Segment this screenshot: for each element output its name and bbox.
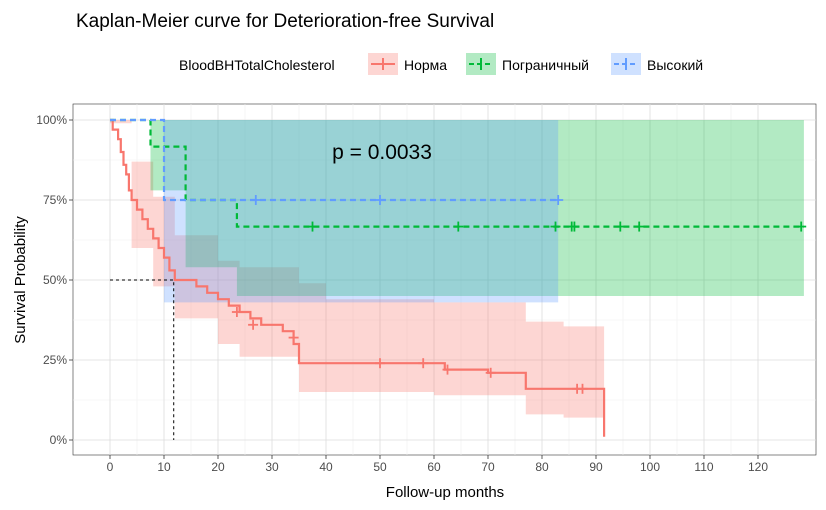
- censor-mark: [250, 195, 261, 205]
- legend: BloodBHTotalCholesterol Норма Пограничный…: [179, 53, 703, 75]
- y-tick-label: 50%: [43, 273, 67, 287]
- censor-mark: [288, 332, 299, 343]
- ci-band-2: [110, 120, 804, 296]
- grid-lines: [73, 104, 816, 455]
- survival-curve-1: [110, 118, 606, 437]
- legend-label: Пограничный: [502, 57, 589, 73]
- censor-mark: [615, 221, 626, 232]
- censor-mark: [796, 221, 807, 232]
- censor-mark: [634, 221, 645, 232]
- x-tick-label: 20: [211, 460, 225, 474]
- censor-mark: [442, 364, 453, 375]
- legend-entry-3: Высокий: [611, 53, 703, 75]
- censor-mark: [485, 367, 496, 378]
- censor-mark: [375, 195, 385, 205]
- x-tick-label: 30: [265, 460, 279, 474]
- x-tick-label: 110: [694, 460, 713, 474]
- y-tick-label: 25%: [43, 353, 67, 367]
- x-axis-label: Follow-up months: [386, 484, 504, 501]
- y-axis-label: Survival Probability: [12, 216, 29, 344]
- median-reference-line: [110, 279, 175, 440]
- axes: 0 10 20 30 40 50 60 70 80 90 100 110 120 0% 25% 50% 75% 1…: [36, 113, 768, 474]
- x-tick-label: 70: [481, 460, 495, 474]
- x-tick-label: 60: [427, 460, 441, 474]
- censor-mark: [553, 195, 564, 205]
- ci-band-1: [110, 120, 605, 418]
- y-tick-label: 75%: [43, 193, 67, 207]
- p-value-annotation: p = 0.0033: [332, 141, 432, 164]
- chart-title: Kaplan-Meier curve for Deterioration-fre…: [76, 11, 494, 32]
- legend-label: Высокий: [647, 57, 703, 73]
- legend-title: BloodBHTotalCholesterol: [179, 57, 335, 73]
- x-tick-label: 100: [640, 460, 660, 474]
- legend-entry-2: Пограничный: [466, 53, 589, 75]
- x-tick-label: 80: [535, 460, 549, 474]
- censor-mark: [375, 358, 385, 369]
- censor-mark: [418, 358, 429, 369]
- censor-mark: [248, 319, 259, 330]
- x-tick-label: 90: [589, 460, 603, 474]
- x-tick-label: 40: [319, 460, 333, 474]
- x-tick-label: 10: [157, 460, 171, 474]
- series-layer: [110, 118, 807, 440]
- x-tick-label: 120: [748, 460, 768, 474]
- ci-band-3: [110, 120, 559, 303]
- censor-mark: [231, 307, 242, 317]
- survival-curve-2: [110, 118, 804, 228]
- censor-mark: [569, 221, 580, 232]
- x-tick-label: 0: [107, 460, 114, 474]
- censor-mark: [307, 221, 318, 232]
- censor-mark: [550, 221, 561, 232]
- censor-mark: [577, 383, 588, 394]
- legend-label: Норма: [404, 57, 447, 73]
- y-tick-label: 100%: [36, 113, 67, 127]
- survival-curve-3: [110, 118, 559, 202]
- y-tick-label: 0%: [50, 433, 68, 447]
- legend-entry-1: Норма: [368, 53, 447, 75]
- x-tick-label: 50: [373, 460, 387, 474]
- censor-mark: [453, 221, 464, 232]
